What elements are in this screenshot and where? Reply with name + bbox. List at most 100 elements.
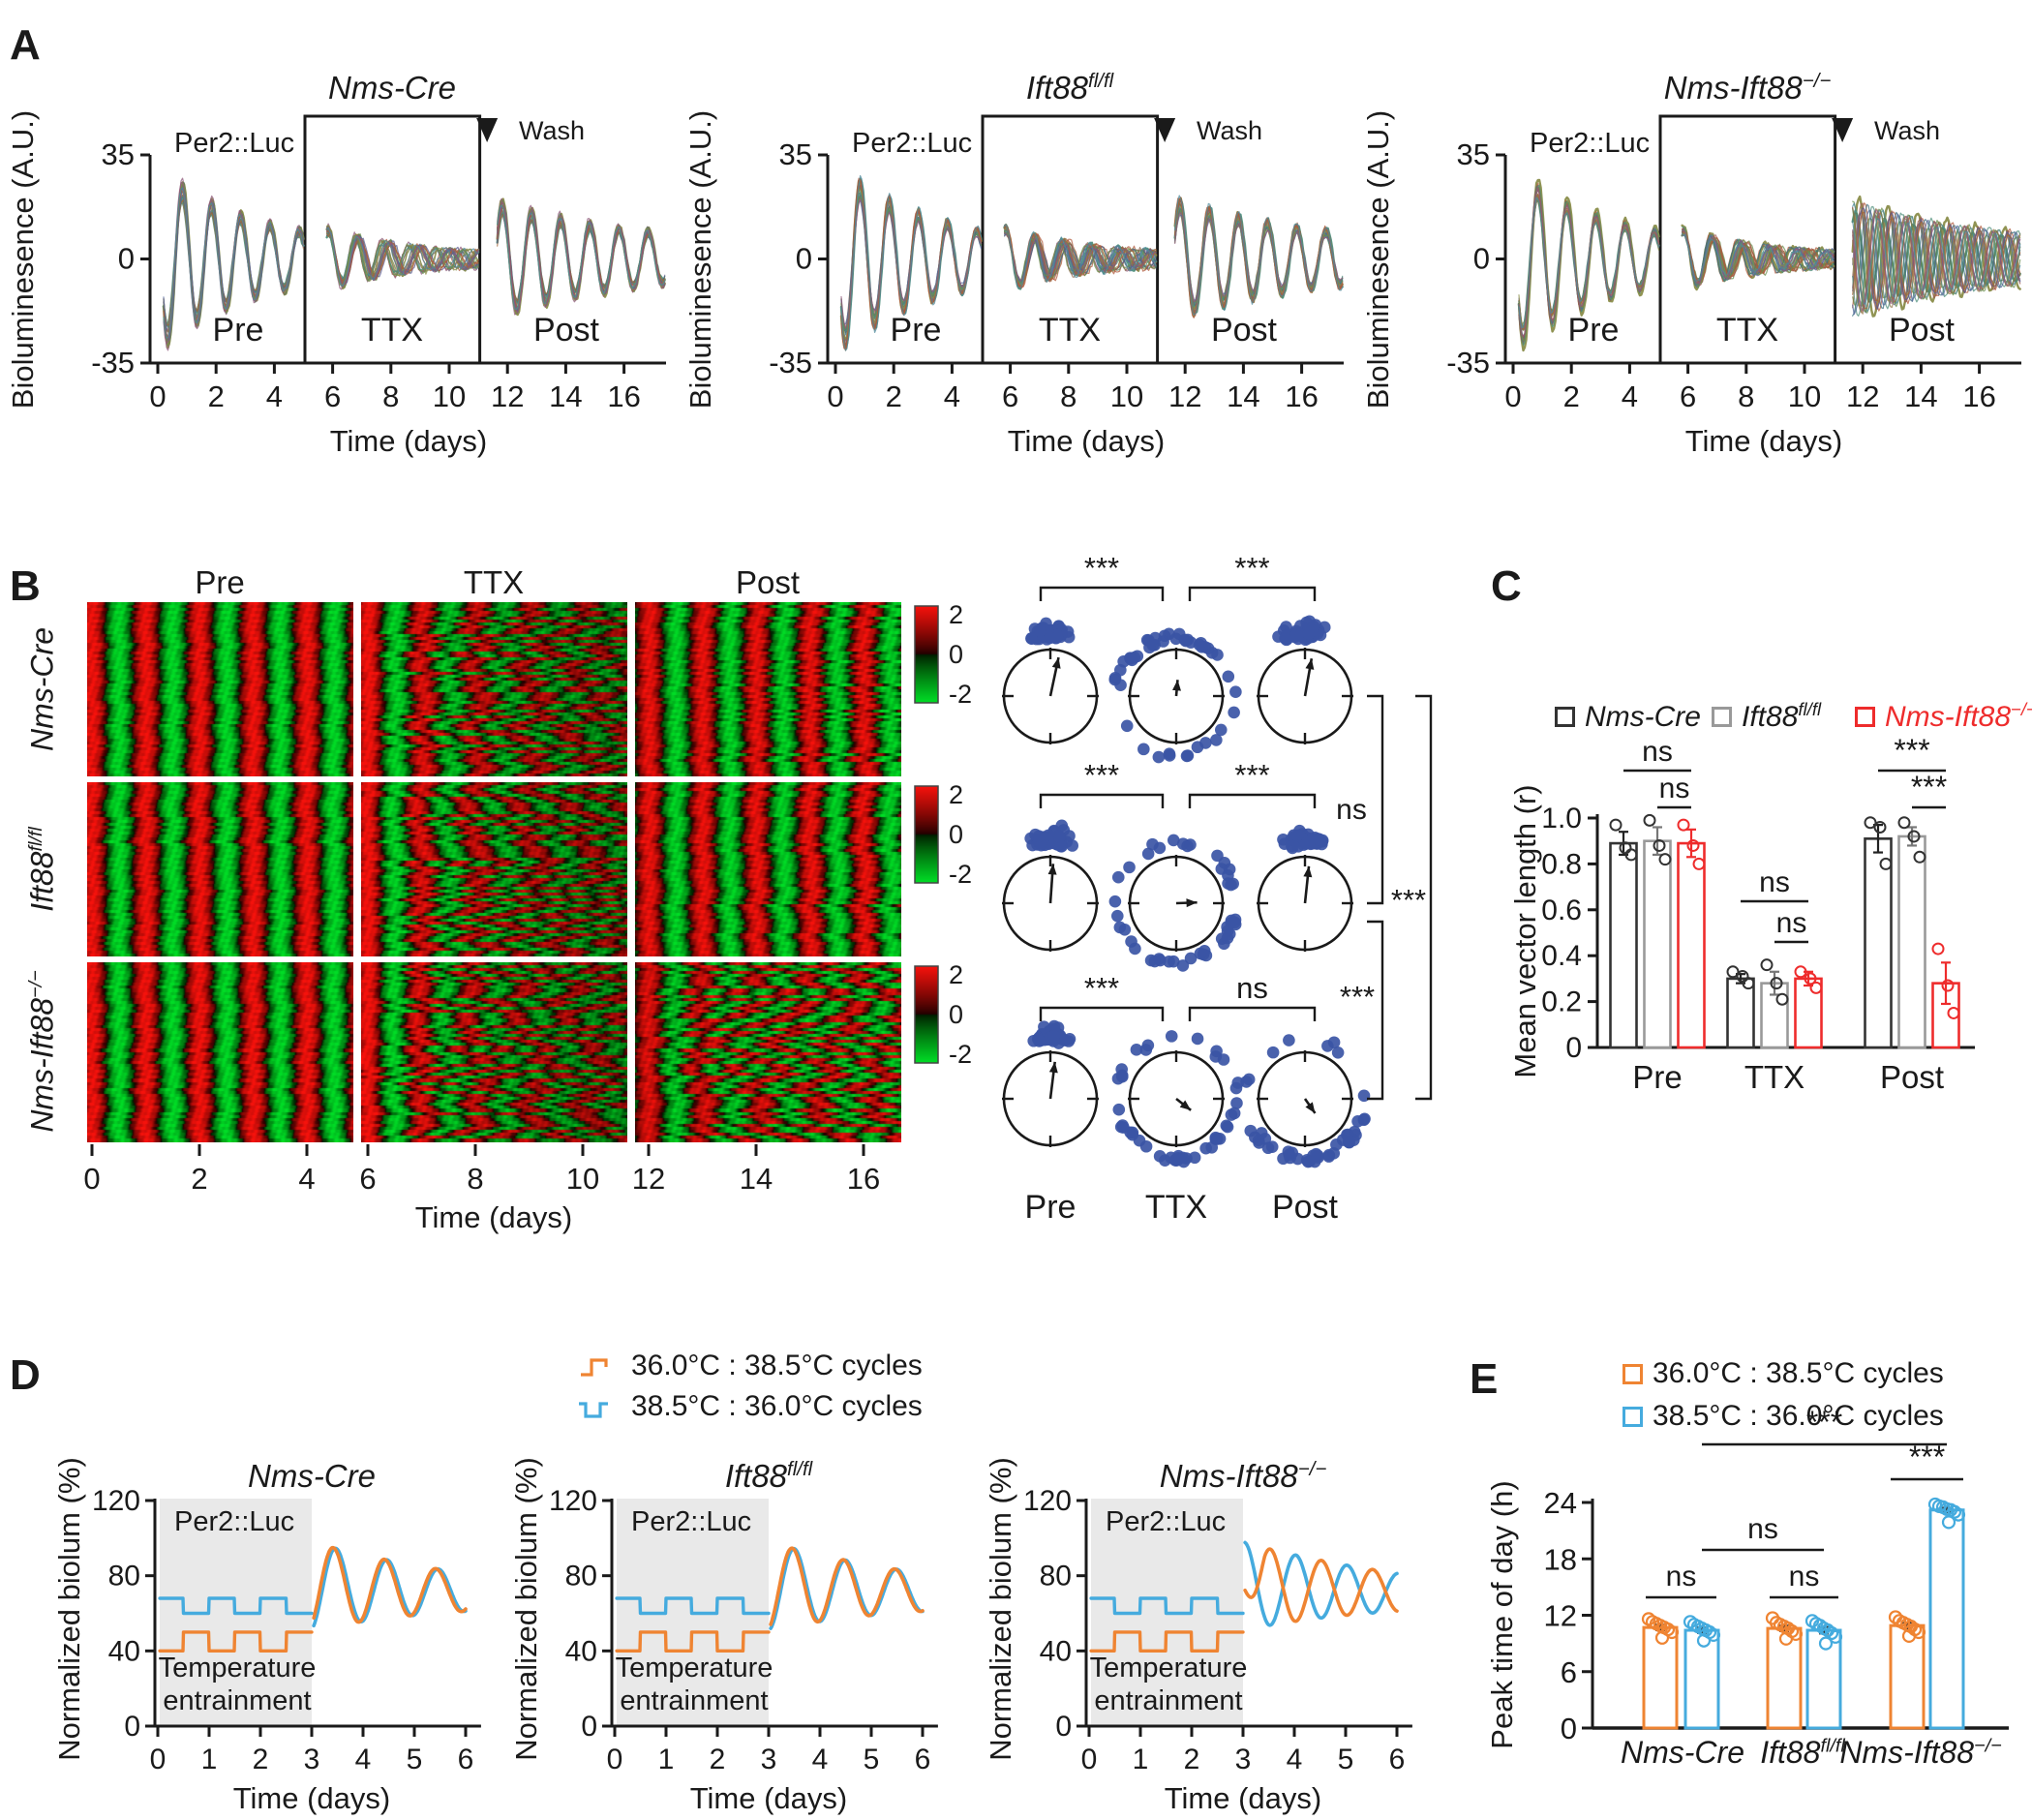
d2-reporter-label: Per2::Luc	[631, 1506, 752, 1537]
b-row-label-1: Nms-Cre	[24, 627, 60, 751]
svg-text:1: 1	[658, 1744, 675, 1775]
a3-post-label: Post	[1888, 312, 1956, 349]
svg-text:0: 0	[949, 1000, 963, 1029]
svg-text:16: 16	[607, 379, 640, 413]
e-group-nms-cre: Nms-Cre	[1621, 1735, 1744, 1770]
a2-reporter-label: Per2::Luc	[852, 128, 973, 159]
svg-text:4: 4	[1622, 379, 1638, 413]
d-legend-label-orange: 36.0°C : 38.5°C cycles	[631, 1350, 923, 1381]
d1-entrainment-label: Temperature entrainment	[158, 1653, 317, 1717]
svg-text:2: 2	[710, 1744, 726, 1775]
a2-pre-label: Pre	[890, 312, 942, 349]
c-legend-item-nms-cre: Nms-Cre	[1555, 699, 1701, 734]
svg-text:6: 6	[359, 1162, 376, 1196]
a1-post-label: Post	[532, 312, 600, 349]
svg-text:40: 40	[1040, 1635, 1072, 1667]
d2-x-axis-label: Time (days)	[689, 1781, 848, 1815]
heatmap-1-3	[635, 602, 901, 776]
a1-y-axis-label: Bioluminesence (A.U.)	[6, 109, 40, 410]
svg-text:5: 5	[407, 1744, 423, 1775]
svg-text:120: 120	[1023, 1485, 1072, 1517]
a1-reporter-label: Per2::Luc	[174, 128, 295, 159]
svg-text:0: 0	[83, 1162, 100, 1196]
circ-post-label: Post	[1271, 1189, 1339, 1226]
a1-x-axis-label: Time (days)	[329, 424, 488, 458]
a3-pre-label: Pre	[1567, 312, 1620, 349]
heatmap-2-3	[635, 782, 901, 956]
a2-y-axis-label: Bioluminesence (A.U.)	[683, 109, 717, 410]
d3-x-axis-label: Time (days)	[1164, 1781, 1322, 1815]
heatmap-1-2	[361, 602, 627, 776]
svg-text:2: 2	[208, 379, 225, 413]
circ-pre-label: Pre	[1024, 1189, 1077, 1226]
svg-text:80: 80	[565, 1561, 597, 1592]
svg-text:4: 4	[298, 1162, 315, 1196]
svg-text:2: 2	[253, 1744, 269, 1775]
svg-text:2: 2	[1184, 1744, 1200, 1775]
e-group-nms-ift88: Nms-Ift88−/−	[1839, 1735, 2002, 1770]
svg-text:10: 10	[1110, 379, 1143, 413]
panel-d-letter: D	[10, 1351, 41, 1399]
svg-text:4: 4	[1287, 1744, 1303, 1775]
svg-text:80: 80	[1040, 1561, 1072, 1592]
svg-text:0: 0	[827, 379, 843, 413]
circ-ttx-label: TTX	[1144, 1189, 1208, 1226]
svg-text:***: ***	[1234, 551, 1269, 585]
heatmap-3-3	[635, 962, 901, 1142]
svg-text:2: 2	[949, 780, 963, 809]
svg-text:3: 3	[761, 1744, 777, 1775]
svg-text:***: ***	[1084, 971, 1119, 1005]
svg-text:8: 8	[1060, 379, 1077, 413]
svg-text:16: 16	[1285, 379, 1318, 413]
svg-text:-2: -2	[949, 680, 972, 709]
svg-text:2: 2	[949, 600, 963, 629]
svg-text:6: 6	[1561, 1655, 1577, 1689]
b-row-label-3: Nms-Ift88−/−	[24, 970, 60, 1133]
svg-text:4: 4	[812, 1744, 829, 1775]
svg-text:14: 14	[740, 1162, 773, 1196]
svg-text:35: 35	[102, 137, 135, 171]
svg-text:***: ***	[1391, 883, 1426, 917]
d1-title: Nms-Cre	[248, 1458, 376, 1494]
svg-text:4: 4	[355, 1744, 372, 1775]
a1-pre-label: Pre	[212, 312, 264, 349]
svg-text:-2: -2	[949, 860, 972, 889]
heatmap-2-2	[361, 782, 627, 956]
svg-text:2: 2	[949, 960, 963, 989]
svg-text:ns: ns	[1642, 736, 1673, 768]
svg-text:12: 12	[491, 379, 524, 413]
svg-text:6: 6	[1002, 379, 1018, 413]
svg-text:0.4: 0.4	[1541, 940, 1582, 972]
svg-text:-35: -35	[91, 346, 135, 379]
svg-text:18: 18	[1544, 1542, 1577, 1576]
svg-text:14: 14	[1904, 379, 1937, 413]
svg-text:12: 12	[1846, 379, 1879, 413]
svg-text:0: 0	[149, 379, 166, 413]
svg-text:0: 0	[1504, 379, 1521, 413]
panel-a-letter: A	[10, 21, 41, 69]
svg-text:2: 2	[1563, 379, 1580, 413]
a3-wash-label: Wash	[1874, 116, 1941, 145]
svg-text:6: 6	[1680, 379, 1696, 413]
svg-text:0: 0	[150, 1744, 167, 1775]
b-row-label-2: Ift88fl/fl	[24, 827, 60, 912]
c-legend-swatch-black	[1555, 706, 1575, 727]
svg-text:8: 8	[1738, 379, 1754, 413]
svg-text:0: 0	[124, 1711, 140, 1743]
svg-text:6: 6	[1389, 1744, 1406, 1775]
svg-text:ns: ns	[1666, 1561, 1697, 1592]
svg-text:1.0: 1.0	[1541, 803, 1582, 834]
svg-text:12: 12	[632, 1162, 665, 1196]
c-group-post: Post	[1879, 1059, 1945, 1095]
d-legend-label-blue: 38.5°C : 36.0°C cycles	[631, 1390, 923, 1422]
svg-text:ns: ns	[1336, 794, 1367, 826]
e-legend-item-orange: 36.0°C : 38.5°C cycles	[1623, 1357, 1944, 1390]
svg-text:***: ***	[1084, 758, 1119, 792]
d3-reporter-label: Per2::Luc	[1106, 1506, 1227, 1537]
svg-text:6: 6	[458, 1744, 474, 1775]
b-col-header-pre: Pre	[195, 564, 245, 600]
e-legend-item-blue: 38.5°C : 36.0°C cycles	[1623, 1400, 1944, 1433]
colorbar-2	[915, 786, 938, 883]
colorbar-3	[915, 966, 938, 1063]
